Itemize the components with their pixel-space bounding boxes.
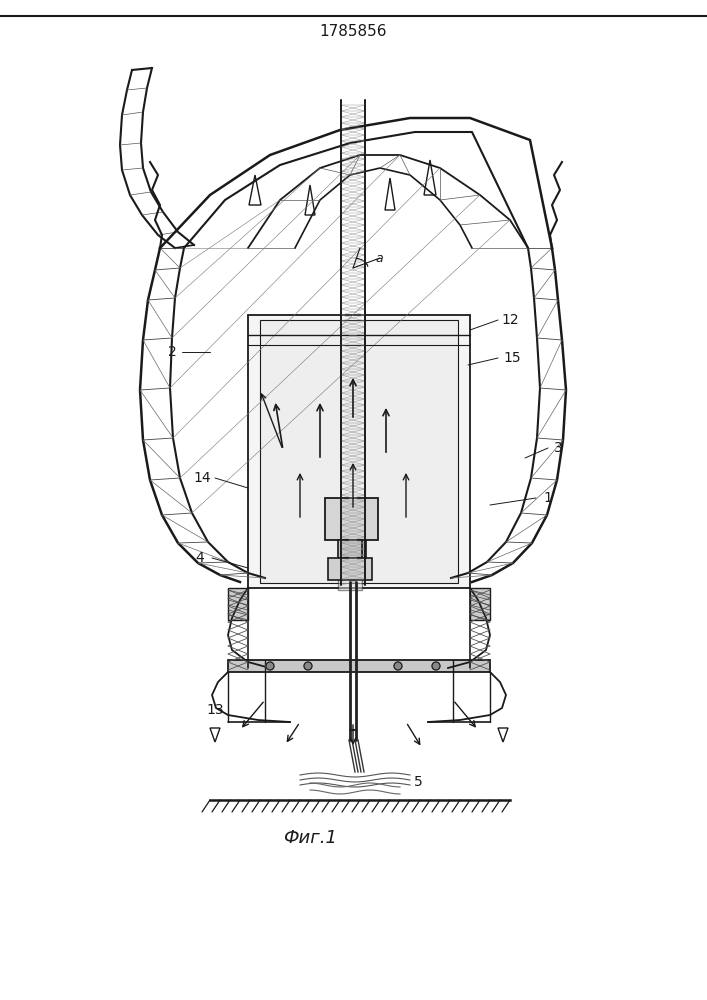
Polygon shape [260, 320, 458, 583]
Text: 13: 13 [206, 703, 224, 717]
Polygon shape [328, 558, 372, 580]
Circle shape [304, 662, 312, 670]
Polygon shape [248, 315, 470, 588]
Text: 1: 1 [544, 491, 552, 505]
Polygon shape [330, 500, 376, 538]
Polygon shape [228, 660, 490, 672]
Polygon shape [338, 540, 362, 558]
Text: a: a [375, 251, 382, 264]
Text: 3: 3 [554, 441, 562, 455]
Text: 4: 4 [196, 551, 204, 565]
Polygon shape [470, 588, 490, 620]
Circle shape [394, 662, 402, 670]
Text: 5: 5 [414, 775, 422, 789]
Text: 12: 12 [501, 313, 519, 327]
Text: 14: 14 [193, 471, 211, 485]
Text: 15: 15 [503, 351, 521, 365]
Text: 1785856: 1785856 [320, 24, 387, 39]
Polygon shape [340, 538, 366, 560]
Circle shape [266, 662, 274, 670]
Polygon shape [338, 500, 362, 590]
Polygon shape [228, 588, 248, 620]
Text: 2: 2 [168, 345, 176, 359]
Polygon shape [325, 498, 378, 540]
Text: Фиг.1: Фиг.1 [283, 829, 337, 847]
Circle shape [432, 662, 440, 670]
